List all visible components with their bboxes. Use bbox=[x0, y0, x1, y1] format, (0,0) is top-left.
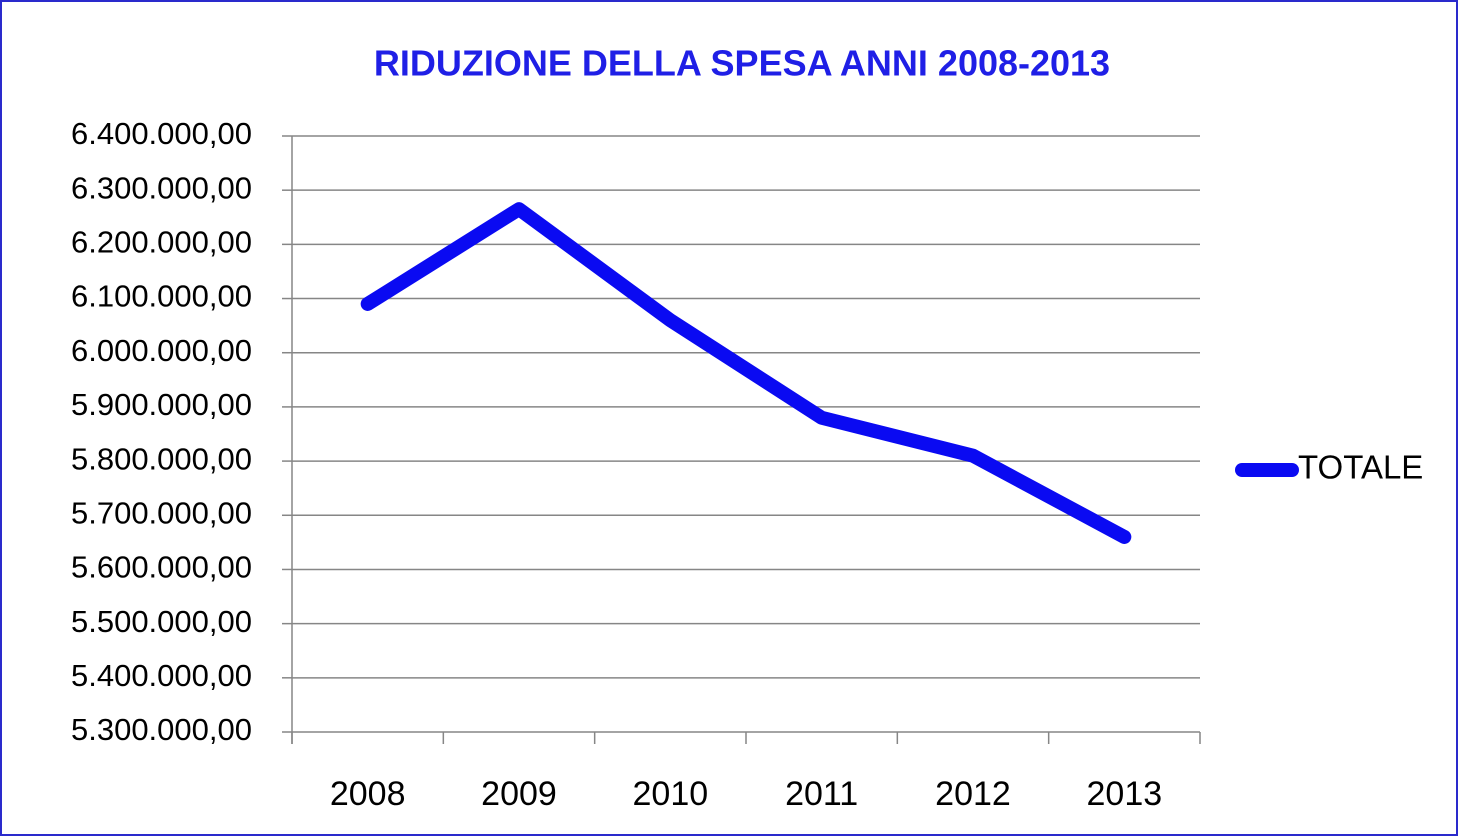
chart-title: RIDUZIONE DELLA SPESA ANNI 2008-2013 bbox=[374, 43, 1110, 84]
y-tick-label: 5.300.000,00 bbox=[71, 712, 252, 747]
y-tick-label: 5.600.000,00 bbox=[71, 550, 252, 585]
x-tick-label: 2011 bbox=[785, 775, 858, 813]
y-tick-label: 5.900.000,00 bbox=[71, 387, 252, 422]
x-tick-label: 2009 bbox=[481, 775, 557, 813]
y-tick-label: 5.500.000,00 bbox=[71, 604, 252, 639]
data-line bbox=[360, 202, 1132, 544]
y-tick-label: 6.400.000,00 bbox=[71, 116, 252, 151]
x-tick-label: 2008 bbox=[330, 775, 406, 813]
legend-label: TOTALE bbox=[1298, 449, 1423, 486]
y-tick-label: 5.400.000,00 bbox=[71, 658, 252, 693]
x-tick-label: 2010 bbox=[633, 775, 709, 813]
y-tick-label: 6.300.000,00 bbox=[71, 170, 252, 205]
x-tick-label: 2012 bbox=[935, 775, 1011, 813]
x-tick-label: 2013 bbox=[1087, 775, 1163, 813]
y-tick-label: 6.100.000,00 bbox=[71, 279, 252, 314]
y-tick-label: 5.800.000,00 bbox=[71, 441, 252, 476]
y-tick-label: 6.200.000,00 bbox=[71, 225, 252, 260]
y-tick-label: 6.000.000,00 bbox=[71, 333, 252, 368]
y-tick-label: 5.700.000,00 bbox=[71, 495, 252, 530]
